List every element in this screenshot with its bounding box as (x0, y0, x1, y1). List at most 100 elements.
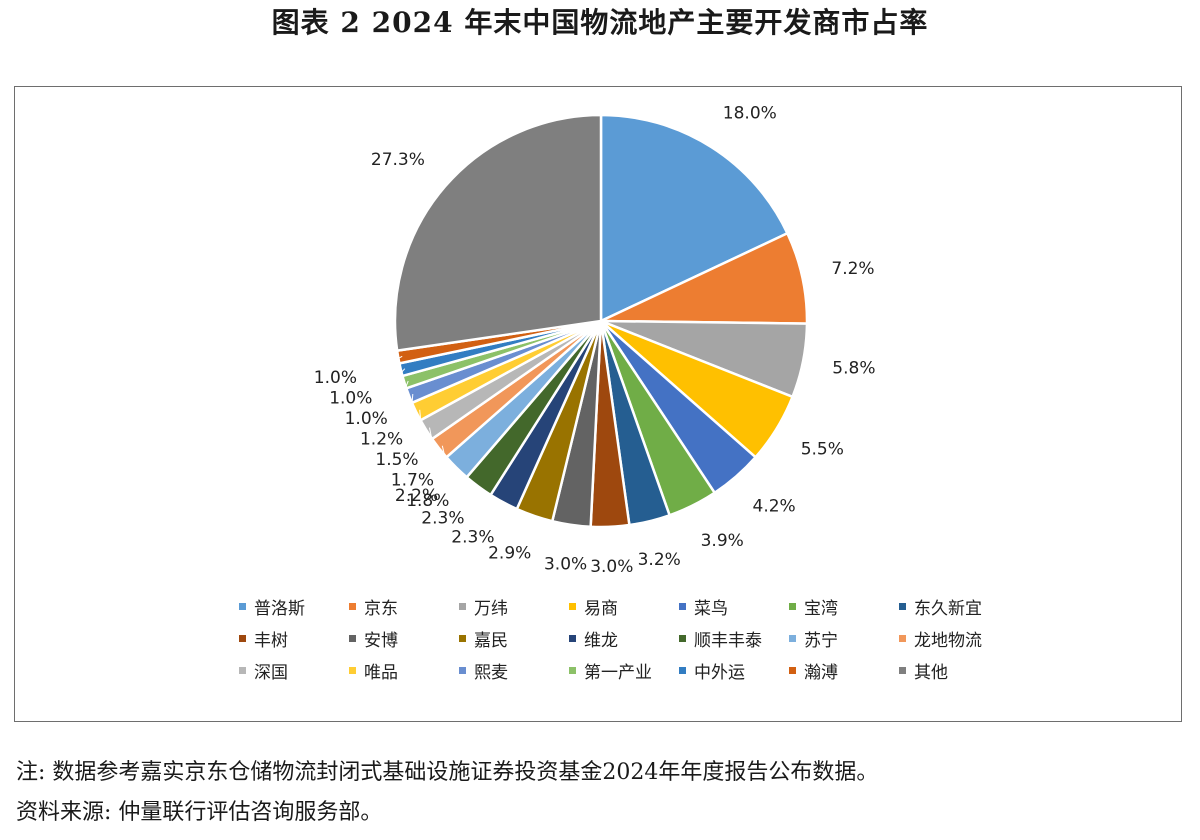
leader-line-16 (419, 409, 426, 461)
legend-item-19: 中外运 (679, 659, 789, 683)
legend-item-20: 瀚溥 (789, 659, 899, 683)
legend-item-12: 顺丰丰泰 (679, 627, 789, 651)
legend-swatch-9 (349, 634, 356, 642)
legend-item-8: 丰树 (239, 627, 349, 651)
slice-labels: 18.0%7.2%5.8%5.5%4.2%3.9%3.2%3.0%3.0%2.9… (314, 103, 876, 577)
leader-line-20 (362, 355, 403, 379)
leader-lines (362, 355, 456, 502)
legend-item-18: 第一产业 (569, 659, 679, 683)
legend-label-7: 东久新宜 (914, 598, 982, 619)
slice-label-14: 1.8% (406, 491, 449, 511)
slice-label-19: 1.0% (329, 389, 372, 409)
legend-item-6: 宝湾 (789, 595, 899, 619)
legend-item-16: 唯品 (349, 659, 459, 683)
legend-label-17: 熙麦 (474, 662, 508, 683)
legend-label-16: 唯品 (364, 662, 398, 683)
legend-swatch-8 (239, 634, 246, 642)
slice-label-4: 5.5% (801, 440, 844, 460)
legend-label-20: 瀚溥 (804, 662, 838, 683)
legend-item-21: 其他 (899, 659, 1009, 683)
legend-item-5: 菜鸟 (679, 595, 789, 619)
legend-swatch-17 (459, 666, 466, 674)
legend-swatch-20 (789, 666, 796, 674)
legend-label-9: 安博 (364, 630, 398, 651)
slice-1 (599, 113, 790, 323)
slice-label-16: 1.5% (375, 450, 418, 470)
legend-swatch-7 (899, 602, 906, 610)
legend-item-17: 熙麦 (459, 659, 569, 683)
leader-line-18 (393, 380, 409, 420)
legend-item-11: 维龙 (569, 627, 679, 651)
slice-label-21: 27.3% (371, 150, 425, 170)
chart-legend: 普洛斯 京东 万纬 易商 菜鸟 宝湾 东久新宜丰树 安博 嘉民 维龙 顺丰丰泰 苏宁 龙地物流深国 唯品 熙… (239, 595, 1039, 683)
leader-line-19 (378, 368, 406, 399)
slice-label-11: 2.3% (451, 528, 494, 548)
legend-swatch-14 (899, 634, 906, 642)
legend-swatch-4 (569, 602, 576, 610)
slice-label-7: 3.2% (638, 550, 681, 570)
slice-label-15: 1.7% (391, 471, 434, 491)
slice-label-8: 3.0% (590, 557, 633, 577)
chart-area: 18.0% 7.2% 5.8% 5.5% 4.2% 3.9% 3.2% 3.0% 3.0% 2.9… (14, 86, 1182, 722)
legend-item-4: 易商 (569, 595, 679, 619)
legend-item-15: 深国 (239, 659, 349, 683)
slice-label-3: 5.8% (832, 359, 875, 379)
legend-swatch-5 (679, 602, 686, 610)
slice-label-9: 3.0% (544, 554, 587, 574)
legend-label-3: 万纬 (474, 598, 508, 619)
legend-label-1: 普洛斯 (254, 598, 305, 619)
slice-label-2: 7.2% (831, 259, 874, 279)
legend-item-3: 万纬 (459, 595, 569, 619)
legend-label-19: 中外运 (694, 662, 745, 683)
figure-title: 图表 2 2024 年末中国物流地产主要开发商市占率 (271, 6, 929, 39)
source-note: 资料来源: 仲量联行评估咨询服务部。 (16, 800, 383, 825)
legend-item-13: 苏宁 (789, 627, 899, 651)
legend-swatch-10 (459, 634, 466, 642)
legend-label-10: 嘉民 (474, 630, 508, 651)
leader-line-15 (429, 427, 441, 481)
slice-label-1: 18.0% (723, 103, 777, 123)
legend-label-13: 苏宁 (804, 630, 838, 651)
legend-swatch-12 (679, 634, 686, 642)
slice-label-18: 1.0% (345, 409, 388, 429)
legend-swatch-2 (349, 602, 356, 610)
legend-label-5: 菜鸟 (694, 598, 728, 619)
legend-label-8: 丰树 (254, 630, 288, 651)
legend-item-1: 普洛斯 (239, 595, 349, 619)
leader-line-17 (408, 394, 414, 440)
legend-swatch-13 (789, 634, 796, 642)
legend-swatch-19 (679, 666, 686, 674)
slice-label-5: 4.2% (753, 497, 796, 517)
pie-chart: 18.0%7.2%5.8%5.5%4.2%3.9%3.2%3.0%3.0%2.9… (314, 103, 876, 577)
pie-slices (393, 113, 809, 529)
legend-item-9: 安博 (349, 627, 459, 651)
leader-line-14 (441, 445, 456, 502)
legend-label-12: 顺丰丰泰 (694, 630, 762, 651)
legend-label-15: 深国 (254, 662, 288, 683)
legend-label-2: 京东 (364, 598, 398, 619)
legend-label-11: 维龙 (584, 630, 618, 651)
legend-item-10: 嘉民 (459, 627, 569, 651)
legend-label-4: 易商 (584, 598, 618, 619)
legend-swatch-21 (899, 666, 906, 674)
legend-swatch-16 (349, 666, 356, 674)
slice-label-10: 2.9% (488, 544, 531, 564)
legend-swatch-1 (239, 602, 246, 610)
legend-item-14: 龙地物流 (899, 627, 1009, 651)
legend-swatch-6 (789, 602, 796, 610)
legend-label-14: 龙地物流 (914, 630, 982, 651)
legend-swatch-15 (239, 666, 246, 674)
legend-swatch-3 (459, 602, 466, 610)
slice-label-17: 1.2% (360, 430, 403, 450)
slice-21 (393, 113, 603, 353)
legend-swatch-11 (569, 634, 576, 642)
footnote: 注: 数据参考嘉实京东仓储物流封闭式基础设施证券投资基金2024年年度报告公布数… (16, 760, 879, 785)
legend-item-7: 东久新宜 (899, 595, 1009, 619)
legend-label-6: 宝湾 (804, 598, 838, 619)
legend-swatch-18 (569, 666, 576, 674)
slice-label-20: 1.0% (314, 368, 357, 388)
legend-label-21: 其他 (914, 662, 948, 683)
legend-label-18: 第一产业 (584, 662, 652, 683)
slice-label-6: 3.9% (701, 531, 744, 551)
slice-label-13: 2.2% (395, 486, 438, 506)
